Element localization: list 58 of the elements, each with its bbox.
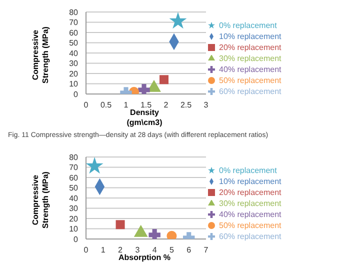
y-tick-label: 0: [74, 234, 79, 244]
legend-label: 40% replacement: [219, 64, 282, 74]
x-tick-label: 2: [118, 246, 124, 255]
x-tick-label: 1.5: [140, 100, 152, 110]
legend-label: 10% replacement: [219, 32, 282, 40]
point: [86, 158, 102, 173]
legend-label: 40% replacement: [219, 210, 282, 218]
x-tick-label: 1: [100, 246, 106, 255]
point: [170, 13, 186, 28]
y-tick-label: 20: [69, 69, 79, 78]
point: [138, 84, 150, 94]
y-tick-label: 0: [74, 90, 79, 99]
y-axis-title: Compressive Strength (MPa): [31, 26, 51, 86]
y-tick-label: 70: [69, 18, 79, 28]
x-tick-label: 0.5: [100, 100, 112, 110]
x-tick-label: 0: [84, 100, 89, 110]
x-tick-label: 3: [204, 100, 209, 110]
x-tick-label: 2: [164, 100, 169, 110]
y-tick-label: 80: [69, 152, 79, 162]
y-tick-label: 10: [69, 80, 79, 89]
point: [134, 225, 148, 237]
x-tick-label: 3: [135, 246, 140, 255]
y-tick-label: 60: [69, 28, 79, 38]
legend-label: 50% replacement: [219, 220, 282, 230]
legend-label: 30% replacement: [219, 54, 282, 62]
legend-label: 20% replacement: [219, 42, 282, 52]
x-axis-title: Absorption %: [118, 253, 172, 263]
legend-label: 60% replacement: [219, 86, 282, 96]
legend-label: 10% replacement: [219, 176, 282, 186]
y-tick-label: 60: [69, 173, 79, 182]
legend-label: 0% replacement: [219, 20, 277, 30]
legend-label: 0% replacement: [219, 166, 277, 174]
y-tick-label: 20: [69, 214, 79, 224]
legend-label: 20% replacement: [219, 188, 282, 196]
x-tick-label: 7: [204, 246, 209, 255]
x-tick-label: 2.5: [180, 100, 192, 110]
legend-label: 50% replacement: [219, 76, 282, 84]
point: [116, 220, 125, 230]
x-tick-label: 6: [186, 246, 192, 255]
y-tick-label: 80: [69, 8, 79, 17]
y-tick-label: 30: [69, 204, 79, 214]
point: [148, 229, 160, 239]
y-tick-label: 10: [69, 224, 79, 234]
y-tick-label: 30: [69, 59, 79, 68]
x-axis-title: Density (gm\cm3): [126, 108, 164, 128]
point: [166, 230, 177, 239]
y-tick-label: 50: [69, 184, 79, 193]
legend-label: 60% replacement: [219, 232, 282, 240]
x-tick-label: 1: [124, 100, 129, 110]
y-axis-title: Compressive Strength (MPa): [31, 170, 51, 230]
y-tick-label: 50: [69, 38, 79, 48]
legend-label: 30% replacement: [219, 198, 282, 208]
x-tick-label: 0: [84, 246, 89, 255]
x-tick-label: 5: [169, 246, 174, 255]
y-tick-label: 70: [69, 163, 79, 172]
y-tick-label: 40: [69, 48, 79, 58]
y-tick-label: 40: [69, 194, 79, 203]
x-tick-label: 4: [152, 246, 158, 255]
